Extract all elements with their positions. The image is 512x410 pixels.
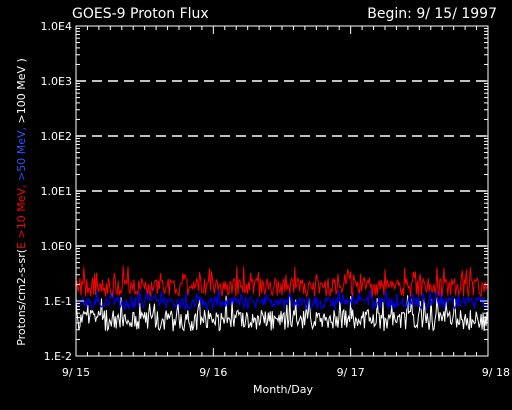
begin-date-label: Begin: 9/ 15/ 1997 [367,6,497,22]
y-axis-label-part: >50 MeV, [15,123,28,181]
y-tick-label: 1.0E4 [41,20,72,33]
chart-title: GOES-9 Proton Flux [72,6,209,22]
y-tick-label: 1.0E3 [41,75,72,88]
series-line [75,265,489,299]
x-tick-label: 9/ 15 [62,366,90,379]
grid-lines [76,80,488,247]
data-series [75,265,489,332]
y-tick-label: 1.E-2 [44,350,72,363]
y-axis-label-part: E >10 MeV, [15,181,28,249]
tick-labels: 1.0E4 1.0E3 1.0E2 1.0E1 1.0E0 1.E-1 1.E-2 9/ 15… [41,20,510,379]
x-tick-label: 9/ 16 [199,366,227,379]
axes [75,25,489,357]
y-tick-label: 1.0E0 [41,240,72,253]
y-tick-label: 1.E-1 [44,295,72,308]
x-axis-label: Month/Day [253,383,313,396]
x-tick-label: 9/ 17 [337,366,365,379]
series-line [75,295,489,332]
y-tick-label: 1.0E2 [41,130,72,143]
y-tick-label: 1.0E1 [41,185,72,198]
x-tick-label: 9/ 18 [482,366,510,379]
y-axis-label: Protons/cm2-s-sr(E >10 MeV, >50 MeV, >10… [15,58,28,346]
series-line [75,288,489,311]
y-axis-label-part: Protons/cm2-s-sr( [15,249,28,346]
y-axis-label-part: >100 MeV ) [15,58,28,123]
